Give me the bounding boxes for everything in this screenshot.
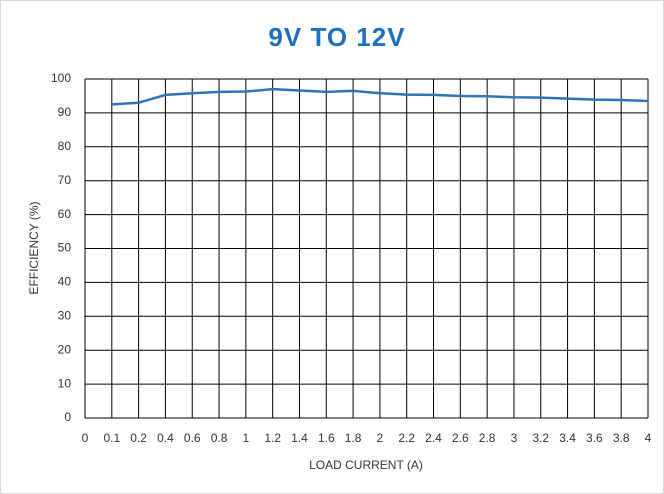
x-tick-label: 0 (82, 431, 89, 445)
y-tick-label: 20 (58, 342, 72, 356)
x-tick-label: 3 (511, 431, 518, 445)
x-tick-label: 0.6 (184, 431, 201, 445)
y-axis-label: EFFICIENCY (%) (27, 201, 41, 294)
x-tick-label: 2.4 (425, 431, 442, 445)
x-tick-label: 0.2 (130, 431, 147, 445)
x-axis-label: LOAD CURRENT (A) (309, 458, 423, 472)
x-tick-label: 1 (243, 431, 250, 445)
x-tick-label: 1.4 (291, 431, 308, 445)
x-tick-label: 0.4 (157, 431, 174, 445)
x-tick-label: 0.1 (103, 431, 120, 445)
y-tick-label: 0 (64, 410, 71, 424)
x-tick-label: 2 (377, 431, 384, 445)
y-tick-label: 60 (58, 207, 72, 221)
x-tick-label: 3.4 (559, 431, 576, 445)
x-tick-label: 1.2 (264, 431, 281, 445)
y-tick-label: 50 (58, 241, 72, 255)
y-tick-label: 40 (58, 275, 72, 289)
x-tick-label: 1.8 (345, 431, 362, 445)
y-tick-label: 80 (58, 139, 72, 153)
x-tick-label: 2.8 (479, 431, 496, 445)
y-tick-label: 30 (58, 308, 72, 322)
x-tick-label: 2.2 (398, 431, 415, 445)
x-tick-label: 3.2 (532, 431, 549, 445)
y-tick-label: 10 (58, 376, 72, 390)
y-tick-label: 100 (51, 71, 71, 85)
x-tick-label: 3.8 (613, 431, 630, 445)
y-tick-label: 90 (58, 105, 72, 119)
x-tick-label: 0.8 (211, 431, 228, 445)
y-tick-label: 70 (58, 173, 72, 187)
data-line (111, 87, 649, 106)
x-tick-label: 4 (645, 431, 652, 445)
x-tick-label: 1.6 (318, 431, 335, 445)
chart-title: 9V TO 12V (268, 22, 405, 52)
x-tick-label: 3.6 (586, 431, 603, 445)
x-tick-label: 2.6 (452, 431, 469, 445)
